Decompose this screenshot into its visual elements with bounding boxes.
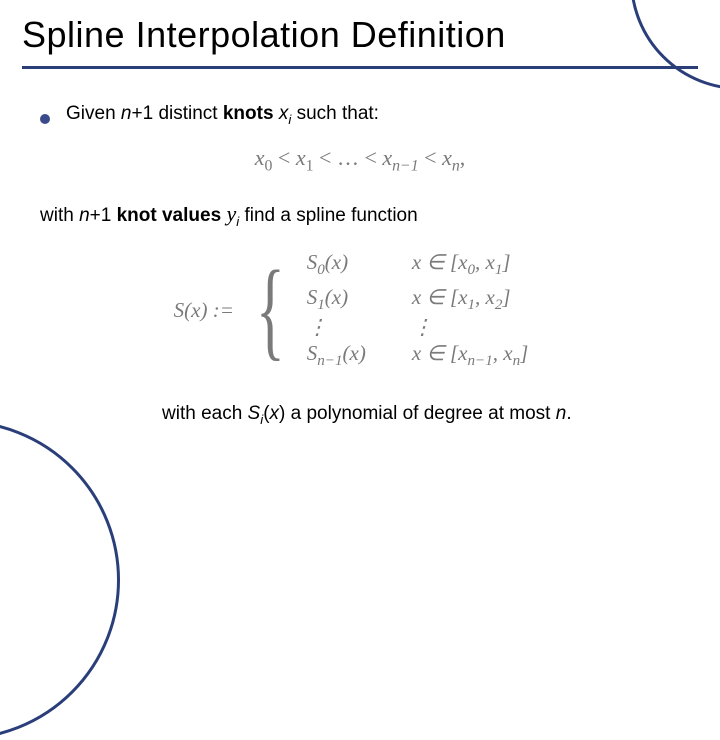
bullet-text: Given n+1 distinct knots xi such that: [66, 103, 379, 127]
fn-sub: n−1 [317, 353, 342, 369]
math-x: x [382, 145, 392, 170]
case-row: S1(x) x ∈ [x1, x2] [303, 282, 547, 317]
text: find a spline function [244, 205, 417, 226]
cond: , x [493, 341, 513, 365]
bullet-icon [40, 114, 50, 124]
text: Given [66, 103, 121, 124]
math-sub: 1 [306, 157, 314, 174]
cond: x ∈ [x [412, 285, 468, 309]
vdots-icon: ⋮ [384, 317, 547, 338]
fn: S [307, 341, 318, 365]
cond: , x [475, 285, 495, 309]
fn-arg: (x) [325, 285, 348, 309]
var-S: S [248, 403, 261, 424]
decoration-arc-bottom-left [0, 420, 120, 740]
math-op: < [419, 145, 442, 170]
text: +1 distinct [132, 103, 223, 124]
cond-sub: 1 [467, 297, 475, 313]
case-vdots: ⋮ ⋮ [303, 317, 547, 338]
cond: ] [520, 341, 528, 365]
math-x: x [296, 145, 306, 170]
bold-knot-values: knot values [117, 205, 222, 226]
bold-knots: knots [223, 103, 274, 124]
case-row: S0(x) x ∈ [x0, x1] [303, 247, 547, 282]
piecewise-cases: S0(x) x ∈ [x0, x1] S1(x) x ∈ [x1, x2] ⋮ … [303, 247, 547, 373]
text: with each [162, 403, 248, 424]
cond: x ∈ [x [412, 341, 468, 365]
var-y: y [226, 201, 236, 226]
var-n: n [121, 103, 132, 124]
math-op: < … < [314, 145, 383, 170]
math-sub: n [452, 157, 460, 174]
fn-sub: 0 [317, 262, 325, 278]
math-x: x [255, 145, 265, 170]
brace-icon: { [256, 263, 285, 357]
var-x: x [270, 403, 280, 424]
var-n: n [556, 403, 567, 424]
line-2: with n+1 knot values yi find a spline fu… [40, 201, 698, 229]
math-op: < [272, 145, 295, 170]
cond-sub: n−1 [467, 353, 492, 369]
cond: ] [502, 250, 510, 274]
var-x: x [279, 103, 289, 124]
case-row: Sn−1(x) x ∈ [xn−1, xn] [303, 338, 547, 373]
fn: S [307, 250, 318, 274]
slide: Spline Interpolation Definition Given n+… [0, 0, 720, 540]
text: a polynomial of degree at most [285, 403, 555, 424]
bullet-item: Given n+1 distinct knots xi such that: [40, 103, 698, 127]
cond: , x [475, 250, 495, 274]
cond-sub: 0 [467, 262, 475, 278]
var-n: n [79, 205, 90, 226]
vdots-icon: ⋮ [303, 317, 384, 338]
page-title: Spline Interpolation Definition [22, 14, 698, 56]
cond-sub: n [513, 353, 521, 369]
math-sub: n−1 [392, 157, 419, 174]
fn: S [307, 285, 318, 309]
text: +1 [90, 205, 117, 226]
title-underline [22, 66, 698, 69]
text: . [566, 403, 571, 424]
cond: x ∈ [x [412, 250, 468, 274]
fn-arg: (x) [325, 250, 348, 274]
fn-arg: (x) [343, 341, 366, 365]
math-x: x [442, 145, 452, 170]
footer-line: with each Si(x) a polynomial of degree a… [162, 403, 698, 427]
text: such that: [291, 103, 379, 124]
knot-ordering-math: x0 < x1 < … < xn−1 < xn, [22, 145, 698, 175]
cond: ] [502, 285, 510, 309]
text: with [40, 205, 79, 226]
piecewise-definition: S(x) := { S0(x) x ∈ [x0, x1] S1(x) x ∈ [… [22, 247, 698, 373]
piecewise-lhs: S(x) := [174, 298, 234, 323]
math-comma: , [460, 145, 466, 170]
fn-sub: 1 [317, 297, 325, 313]
